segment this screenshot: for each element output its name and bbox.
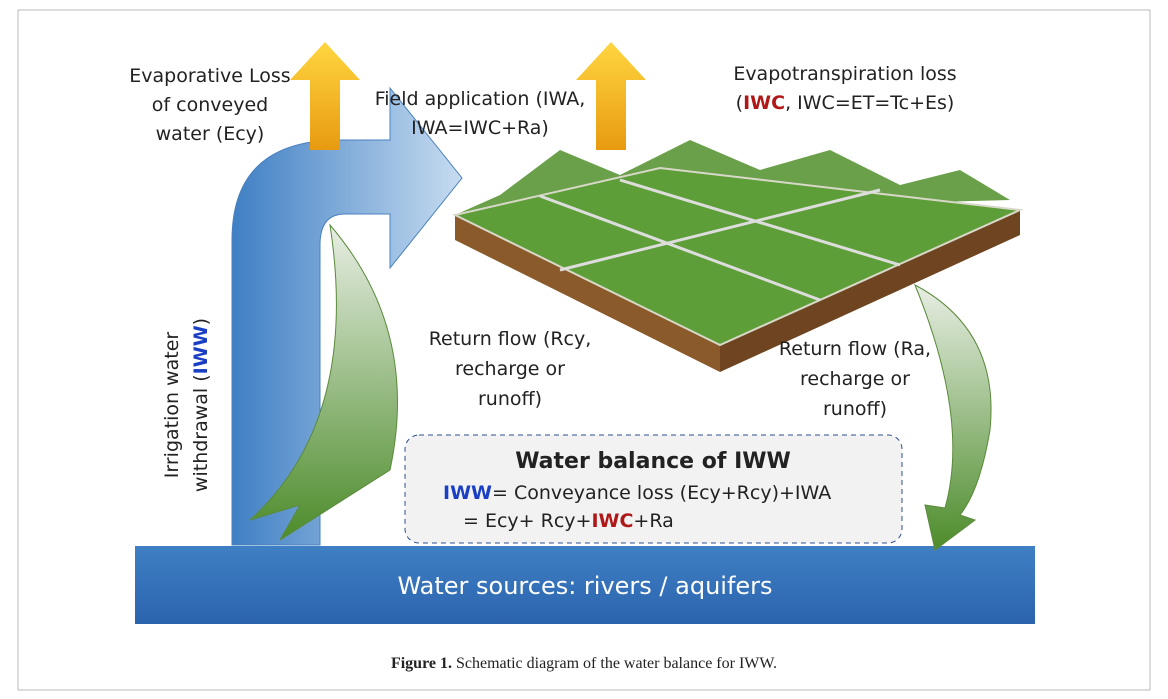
text-part: Schematic diagram of the water balance f… <box>452 655 777 672</box>
withdrawal: Irrigation water withdrawal (IWW) <box>161 318 212 492</box>
balance-title: Water balance of IWW <box>515 449 791 474</box>
field-top <box>452 166 1024 347</box>
text-part: runoff) <box>478 388 542 410</box>
text-part: runoff) <box>823 398 887 420</box>
water-sources: Water sources: rivers / aquifers <box>397 572 772 600</box>
text-part: +Ra <box>633 510 673 532</box>
field-application: Field application (IWA, IWA=IWC+Ra) <box>375 88 586 139</box>
text-part: IWC <box>743 92 785 114</box>
text-part: Figure 1. <box>391 655 452 672</box>
text-part: water (Ecy) <box>156 123 265 145</box>
balance-box <box>404 434 903 544</box>
balance-line: IWW= Conveyance loss (Ecy+Rcy)+IWA <box>443 482 831 504</box>
text-part: IWC <box>591 510 633 532</box>
text-part: IWW <box>190 325 212 374</box>
text-part: of conveyed <box>152 94 268 116</box>
text-part: , IWC=ET=Tc+Es) <box>785 92 954 114</box>
text-part: ) <box>190 318 212 325</box>
text-part: withdrawal ( <box>190 374 212 492</box>
balance-line: = Ecy+ Rcy+IWC+Ra <box>463 510 674 532</box>
field-road <box>539 194 821 302</box>
text-part: recharge or <box>455 358 565 380</box>
text-part: Field application (IWA, <box>375 88 586 110</box>
text-part: ( <box>736 92 743 114</box>
field-side <box>720 210 1020 372</box>
text-part: IWW <box>443 482 492 504</box>
return-arrow-right <box>914 283 992 551</box>
evapotranspiration: Evapotranspiration loss (IWC, IWC=ET=Tc+E… <box>733 63 956 114</box>
caption: Figure 1. Schematic diagram of the water… <box>391 655 777 672</box>
text-part: IWA=IWC+Ra) <box>411 117 549 139</box>
text-part: Evapotranspiration loss <box>733 63 956 85</box>
evapotranspiration-arrow <box>576 42 646 150</box>
text-part: Evaporative Loss <box>129 65 290 87</box>
frame <box>17 9 1151 691</box>
text-part: recharge or <box>800 368 910 390</box>
text-part: = Conveyance loss (Ecy+Rcy)+IWA <box>492 482 831 504</box>
field-side <box>455 215 720 372</box>
text-part: = Ecy+ Rcy+ <box>463 510 591 532</box>
withdrawal-arrow <box>231 86 463 546</box>
text-part: Return flow (Rcy, <box>429 328 592 350</box>
evaporative-loss: Evaporative Loss of conveyed water (Ecy) <box>129 65 290 145</box>
field-road <box>619 178 901 267</box>
text-part: Return flow (Ra, <box>779 338 931 360</box>
field-road <box>559 188 881 272</box>
text-part: Irrigation water <box>161 332 183 479</box>
return-flow-right: Return flow (Ra, recharge or runoff) <box>779 338 931 420</box>
evaporation-arrow <box>290 42 360 150</box>
water-bar <box>135 546 1035 624</box>
return-arrow-left <box>249 223 398 541</box>
return-flow-left: Return flow (Rcy, recharge or runoff) <box>429 328 592 410</box>
